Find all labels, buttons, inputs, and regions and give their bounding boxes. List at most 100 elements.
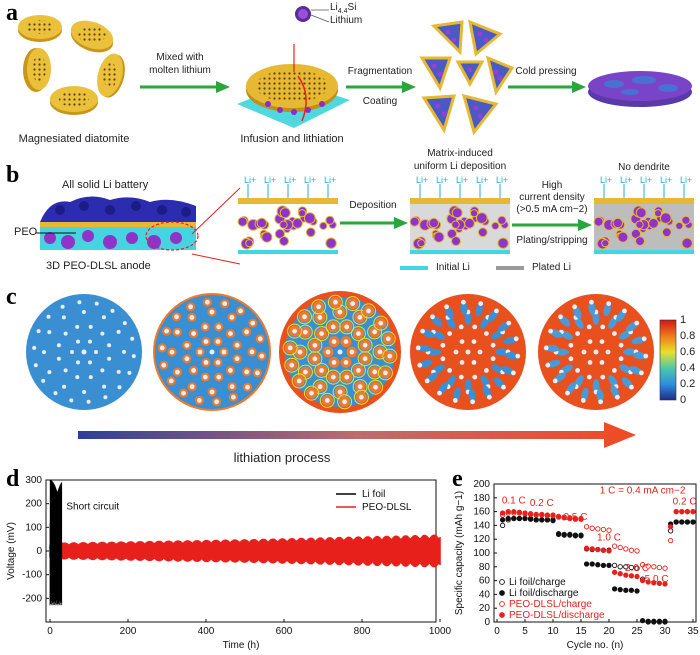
data-point [611,586,618,592]
panel-a-diatomite-disks [18,15,125,115]
arrow-cold-pressing [508,81,586,93]
unlithiated-region [631,336,646,345]
pore [634,320,640,326]
rate-label: 0.2 C [530,498,554,509]
pore [312,342,318,348]
peo-layer [238,198,338,204]
pore [94,301,99,306]
pore [216,324,222,330]
pore [330,374,336,380]
pore [471,339,477,344]
data-point [662,618,668,624]
label-matrix-induced: Matrix-induced [427,148,493,159]
colorbar-tick-label: 0.8 [680,330,696,342]
x-axis-label: Time (h) [223,640,260,651]
pore [377,349,383,355]
data-point [634,573,640,580]
li44si-particle [298,209,307,218]
legend-plated-li: Plated Li [532,262,571,273]
legend-connector [310,9,330,23]
reaction-ring [367,324,383,340]
pore [385,336,391,342]
panel-b-letter: b [6,162,20,188]
pore [333,299,338,305]
pore [344,324,350,330]
y-tick-label: 40 [479,589,491,600]
reaction-ring [319,392,335,408]
pore [629,384,634,390]
pore [196,398,202,403]
data-point [522,510,528,516]
unlithiated-region [460,301,468,316]
unlithiated-region [603,302,612,317]
reaction-ring [314,326,330,342]
panel-e-letter: e [452,466,463,492]
data-point [539,517,545,523]
pore [565,390,570,396]
li-ion-label: Li+ [244,175,256,185]
label-plating-stripping: Plating/stripping [516,235,588,246]
pore [581,349,587,355]
pore [447,368,452,373]
reaction-ring [284,357,300,373]
pore [325,349,331,355]
reaction-ring [325,369,341,385]
li44si-particle [681,237,693,249]
pore [259,353,265,359]
data-point [634,588,640,594]
pore [175,369,180,375]
li44si-particle [325,215,335,225]
pore [373,384,378,390]
data-point [589,561,595,567]
pore [387,353,393,359]
li-ion-label: Li+ [640,175,652,185]
data-point [639,577,646,584]
pore [88,324,93,329]
pore [100,331,105,336]
data-point [606,548,612,554]
data-point [578,516,584,522]
pore [131,354,136,359]
pore [337,309,343,315]
li44si-particle [305,227,316,238]
legend-label: PEO-DLSL/charge [509,599,592,610]
lithiation-disk-5 [538,294,654,410]
pore [245,384,250,390]
data-point [516,515,523,522]
pore [337,389,343,395]
pore [77,300,82,305]
pore [494,308,499,314]
data-point [606,562,612,569]
label-lithiation-process: lithiation process [233,450,331,465]
pore [362,342,368,348]
reaction-ring [327,294,343,310]
pore [490,356,496,362]
data-point [628,564,635,571]
x-tick-label: 600 [276,626,293,637]
li-ion-label: Li+ [620,175,632,185]
data-point [567,515,573,522]
li44si-particle [464,217,475,229]
li44si-particle [497,237,509,249]
lithiation-disk-1 [26,294,142,410]
pore [548,328,553,334]
pore [359,394,364,400]
unlithiated-region [632,352,647,360]
reaction-ring [345,296,361,312]
li44si-particle [475,212,488,224]
series-peo-dlsl [49,534,441,568]
li44si-particle [477,227,488,238]
panel-a-fragments [419,19,515,136]
data-point [533,511,539,518]
data-point [634,565,640,571]
pore [184,342,190,348]
data-point [651,580,657,586]
pore [76,360,80,365]
pore [53,391,58,396]
reaction-ring [377,365,393,381]
pore [447,331,452,336]
pore [342,399,347,405]
pore [122,321,127,326]
pore [612,331,617,336]
li44si-particle [451,207,463,219]
